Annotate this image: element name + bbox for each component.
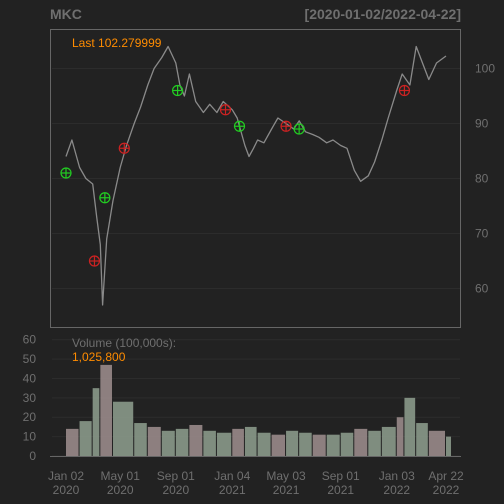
date-tick-label: May 03 (266, 469, 306, 483)
volume-tick-label: 10 (23, 430, 37, 444)
year-tick-label: 2020 (53, 483, 80, 497)
volume-bar (216, 432, 232, 456)
date-tick-label: Jan 03 (379, 469, 415, 483)
volume-bar (286, 430, 299, 456)
year-tick-label: 2021 (219, 483, 246, 497)
buy-signal-marker (233, 120, 246, 132)
chart-symbol: MKC (50, 6, 82, 22)
date-tick-label: Sep 01 (322, 469, 360, 483)
volume-bar (404, 397, 416, 456)
volume-bar (134, 423, 147, 456)
volume-tick-label: 60 (23, 333, 37, 347)
volume-bar (326, 434, 340, 456)
price-tick-label: 60 (475, 282, 489, 296)
volume-bar (368, 430, 381, 456)
volume-bar (312, 434, 326, 456)
buy-signal-marker (60, 167, 72, 179)
volume-bar (112, 401, 134, 456)
volume-bar (340, 432, 354, 456)
volume-bar (147, 426, 161, 456)
date-tick-label: Jan 02 (48, 469, 84, 483)
last-price-label: Last 102.279999 (72, 36, 162, 50)
sell-signal-marker (280, 120, 292, 132)
volume-tick-label: 20 (23, 410, 37, 424)
volume-tick-label: 0 (29, 449, 36, 463)
volume-bar (92, 388, 100, 456)
volume-bar (244, 426, 257, 456)
price-tick-label: 100 (475, 62, 495, 76)
volume-tick-label: 40 (23, 371, 37, 385)
price-line (65, 45, 447, 306)
price-tick-label: 70 (475, 227, 489, 241)
volume-bar (446, 436, 451, 456)
volume-bar (354, 428, 368, 456)
price-panel-frame (50, 29, 461, 328)
sell-signal-marker (88, 255, 101, 267)
volume-bar (396, 417, 404, 456)
volume-bar (203, 430, 216, 456)
price-series (65, 45, 447, 306)
date-tick-label: May 01 (101, 469, 141, 483)
buy-signal-marker (172, 84, 184, 97)
volume-bar (271, 434, 286, 456)
chart-date-range: [2020-01-02/2022-04-22] (305, 6, 461, 22)
year-tick-label: 2022 (383, 483, 410, 497)
volume-tick-label: 50 (23, 352, 37, 366)
volume-bar (299, 432, 312, 456)
buy-signal-marker (293, 123, 305, 135)
volume-bar (428, 430, 445, 456)
volume-bar (161, 430, 175, 456)
volume-tick-label: 30 (23, 391, 37, 405)
price-tick-label: 90 (475, 117, 489, 131)
volume-bar (79, 421, 92, 456)
date-tick-label: Apr 22 (428, 469, 464, 483)
sell-signal-marker (118, 142, 130, 154)
volume-title: Volume (100,000s): (72, 336, 176, 350)
sell-signal-marker (219, 104, 232, 116)
year-tick-label: 2020 (162, 483, 189, 497)
buy-signal-marker (99, 192, 111, 204)
volume-bar (189, 424, 203, 456)
volume-bar (232, 428, 244, 456)
volume-bar (257, 432, 271, 456)
volume-last-value: 1,025,800 (72, 350, 126, 364)
volume-bar (175, 428, 189, 456)
volume-bar (66, 428, 79, 456)
volume-bar (100, 364, 112, 456)
volume-bars (66, 364, 451, 456)
date-tick-label: Jan 04 (214, 469, 250, 483)
sell-signal-marker (398, 84, 411, 97)
volume-bar (416, 423, 428, 456)
volume-bar (381, 426, 396, 456)
date-tick-label: Sep 01 (157, 469, 195, 483)
signal-markers (60, 84, 411, 267)
price-tick-label: 80 (475, 172, 489, 186)
year-tick-label: 2021 (273, 483, 300, 497)
year-tick-label: 2020 (107, 483, 134, 497)
year-tick-label: 2022 (433, 483, 460, 497)
year-tick-label: 2021 (327, 483, 354, 497)
